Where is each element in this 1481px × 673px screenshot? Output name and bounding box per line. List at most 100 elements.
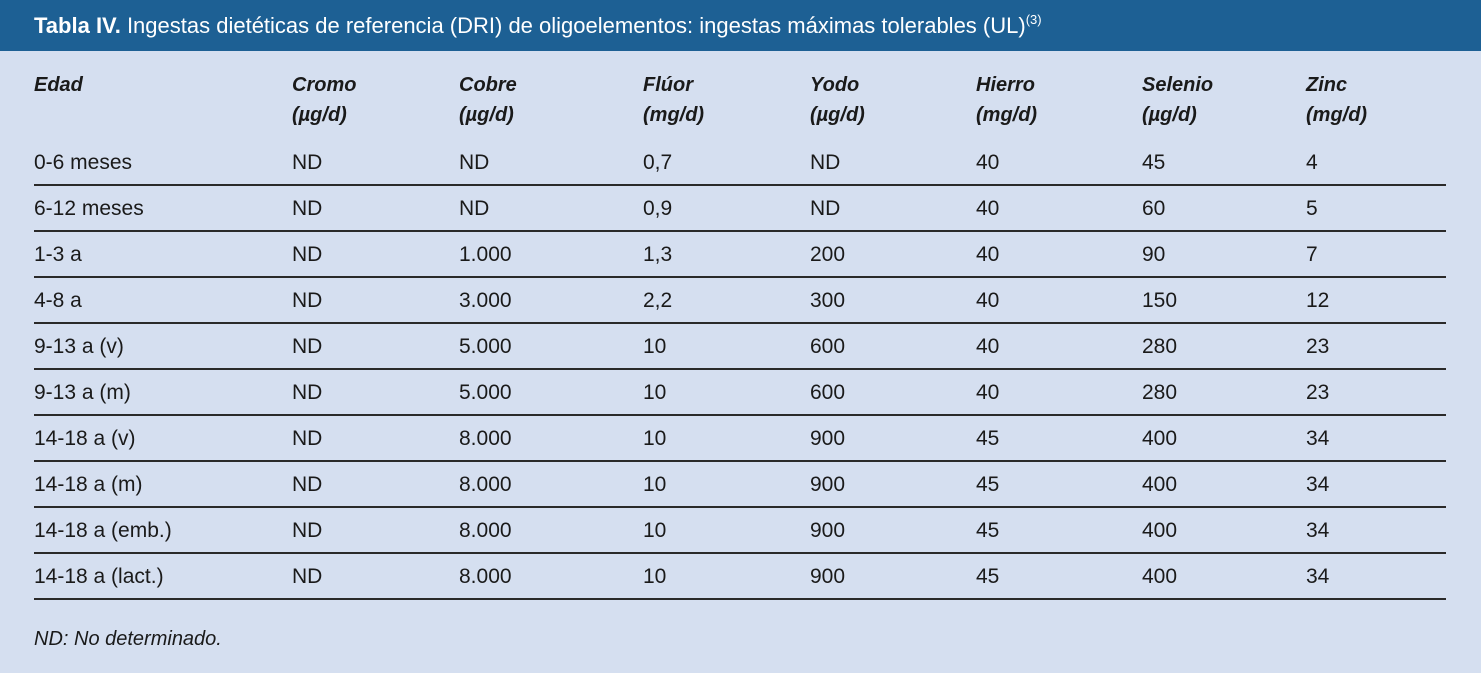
header-label: Cromo <box>292 74 357 96</box>
table-cell: 150 <box>1142 289 1178 312</box>
table-cell: 900 <box>810 473 846 496</box>
table-cell: 10 <box>643 427 667 450</box>
header-unit: (µg/d) <box>292 104 347 126</box>
table-cell: ND <box>292 243 323 266</box>
table-cell: 10 <box>643 335 667 358</box>
table-cell: ND <box>292 381 323 404</box>
table-cell: ND <box>292 427 323 450</box>
table-cell: ND <box>810 197 841 220</box>
table-row: 0-6 meses ND ND 0,7 ND 40 45 4 <box>0 140 1481 186</box>
table-cell: ND <box>459 151 490 174</box>
table-cell: 4 <box>1306 151 1318 174</box>
table-cell: 60 <box>1142 197 1166 220</box>
table-cell: 1-3 a <box>34 243 82 266</box>
table-cell: 10 <box>643 381 667 404</box>
table-title: Ingestas dietéticas de referencia (DRI) … <box>120 13 1026 38</box>
table-cell: ND <box>292 197 323 220</box>
table-cell: 9-13 a (m) <box>34 381 131 404</box>
table-row: 14-18 a (m) ND 8.000 10 900 45 400 34 <box>0 462 1481 508</box>
header-unit: (mg/d) <box>643 104 705 126</box>
table-cell: 300 <box>810 289 846 312</box>
table-cell: 7 <box>1306 243 1318 266</box>
table-row: 14-18 a (v) ND 8.000 10 900 45 400 34 <box>0 416 1481 462</box>
header-unit: (µg/d) <box>1142 104 1197 126</box>
header-label: Yodo <box>810 74 860 96</box>
table-cell: 14-18 a (v) <box>34 427 136 450</box>
table-cell: 45 <box>976 427 1000 450</box>
table-cell: 600 <box>810 335 846 358</box>
table-cell: 400 <box>1142 519 1178 542</box>
table-cell: 34 <box>1306 473 1330 496</box>
table-cell: 40 <box>976 289 1000 312</box>
table-cell: 5.000 <box>459 335 512 358</box>
table-cell: 6-12 meses <box>34 197 144 220</box>
table-cell: 400 <box>1142 565 1178 588</box>
header-yodo: Yodo (µg/d) <box>810 70 865 130</box>
row-divider <box>34 322 1446 324</box>
header-unit: (µg/d) <box>810 104 865 126</box>
table-cell: 40 <box>976 151 1000 174</box>
table-cell: 14-18 a (emb.) <box>34 519 172 542</box>
row-divider <box>34 552 1446 554</box>
table-cell: 280 <box>1142 381 1178 404</box>
table-row: 1-3 a ND 1.000 1,3 200 40 90 7 <box>0 232 1481 278</box>
table-cell: 600 <box>810 381 846 404</box>
table-cell: 400 <box>1142 427 1178 450</box>
table-cell: 40 <box>976 243 1000 266</box>
table-row: 4-8 a ND 3.000 2,2 300 40 150 12 <box>0 278 1481 324</box>
row-divider <box>34 276 1446 278</box>
table-cell: 45 <box>976 473 1000 496</box>
table-cell: 900 <box>810 519 846 542</box>
header-label: Zinc <box>1306 74 1348 96</box>
row-divider <box>34 598 1446 600</box>
header-zinc: Zinc (mg/d) <box>1306 70 1367 130</box>
header-hierro: Hierro (mg/d) <box>976 70 1037 130</box>
table-cell: 45 <box>976 565 1000 588</box>
header-fluor: Flúor (mg/d) <box>643 70 704 130</box>
table-cell: ND <box>292 565 323 588</box>
table-cell: 23 <box>1306 335 1330 358</box>
table-cell: ND <box>292 289 323 312</box>
header-cromo: Cromo (µg/d) <box>292 70 356 130</box>
table-cell: 40 <box>976 335 1000 358</box>
table-cell: 14-18 a (lact.) <box>34 565 164 588</box>
header-cobre: Cobre (µg/d) <box>459 70 517 130</box>
header-label: Selenio <box>1142 74 1214 96</box>
table-cell: 1.000 <box>459 243 512 266</box>
table-row: 9-13 a (m) ND 5.000 10 600 40 280 23 <box>0 370 1481 416</box>
table-cell: 23 <box>1306 381 1330 404</box>
table-cell: 34 <box>1306 519 1330 542</box>
row-divider <box>34 460 1446 462</box>
table-cell: 200 <box>810 243 846 266</box>
footnote: ND: No determinado. <box>34 628 222 650</box>
table-cell: ND <box>292 473 323 496</box>
table-cell: 10 <box>643 473 667 496</box>
header-label: Cobre <box>459 74 517 96</box>
table-cell: 0,9 <box>643 197 673 220</box>
table-cell: 34 <box>1306 565 1330 588</box>
table-cell: 2,2 <box>643 289 673 312</box>
table-cell: 3.000 <box>459 289 512 312</box>
table-cell: ND <box>459 197 490 220</box>
table-cell: 10 <box>643 565 667 588</box>
header-label: Edad <box>34 74 83 96</box>
table-cell: 12 <box>1306 289 1330 312</box>
reference-superscript: (3) <box>1025 12 1042 27</box>
row-divider <box>34 506 1446 508</box>
table-cell: 40 <box>976 381 1000 404</box>
header-selenio: Selenio (µg/d) <box>1142 70 1213 130</box>
table-cell: 0-6 meses <box>34 151 133 174</box>
table-cell: 8.000 <box>459 427 512 450</box>
header-edad: Edad <box>34 70 83 100</box>
header-unit: (µg/d) <box>459 104 514 126</box>
table-cell: 1,3 <box>643 243 673 266</box>
table-cell: 10 <box>643 519 667 542</box>
table-cell: ND <box>292 151 323 174</box>
table-cell: 45 <box>976 519 1000 542</box>
table-cell: 45 <box>1142 151 1166 174</box>
table-cell: 34 <box>1306 427 1330 450</box>
table-cell: ND <box>810 151 841 174</box>
table-title-bar: Tabla IV. Ingestas dietéticas de referen… <box>0 0 1481 51</box>
table-cell: 5.000 <box>459 381 512 404</box>
table-cell: 900 <box>810 427 846 450</box>
